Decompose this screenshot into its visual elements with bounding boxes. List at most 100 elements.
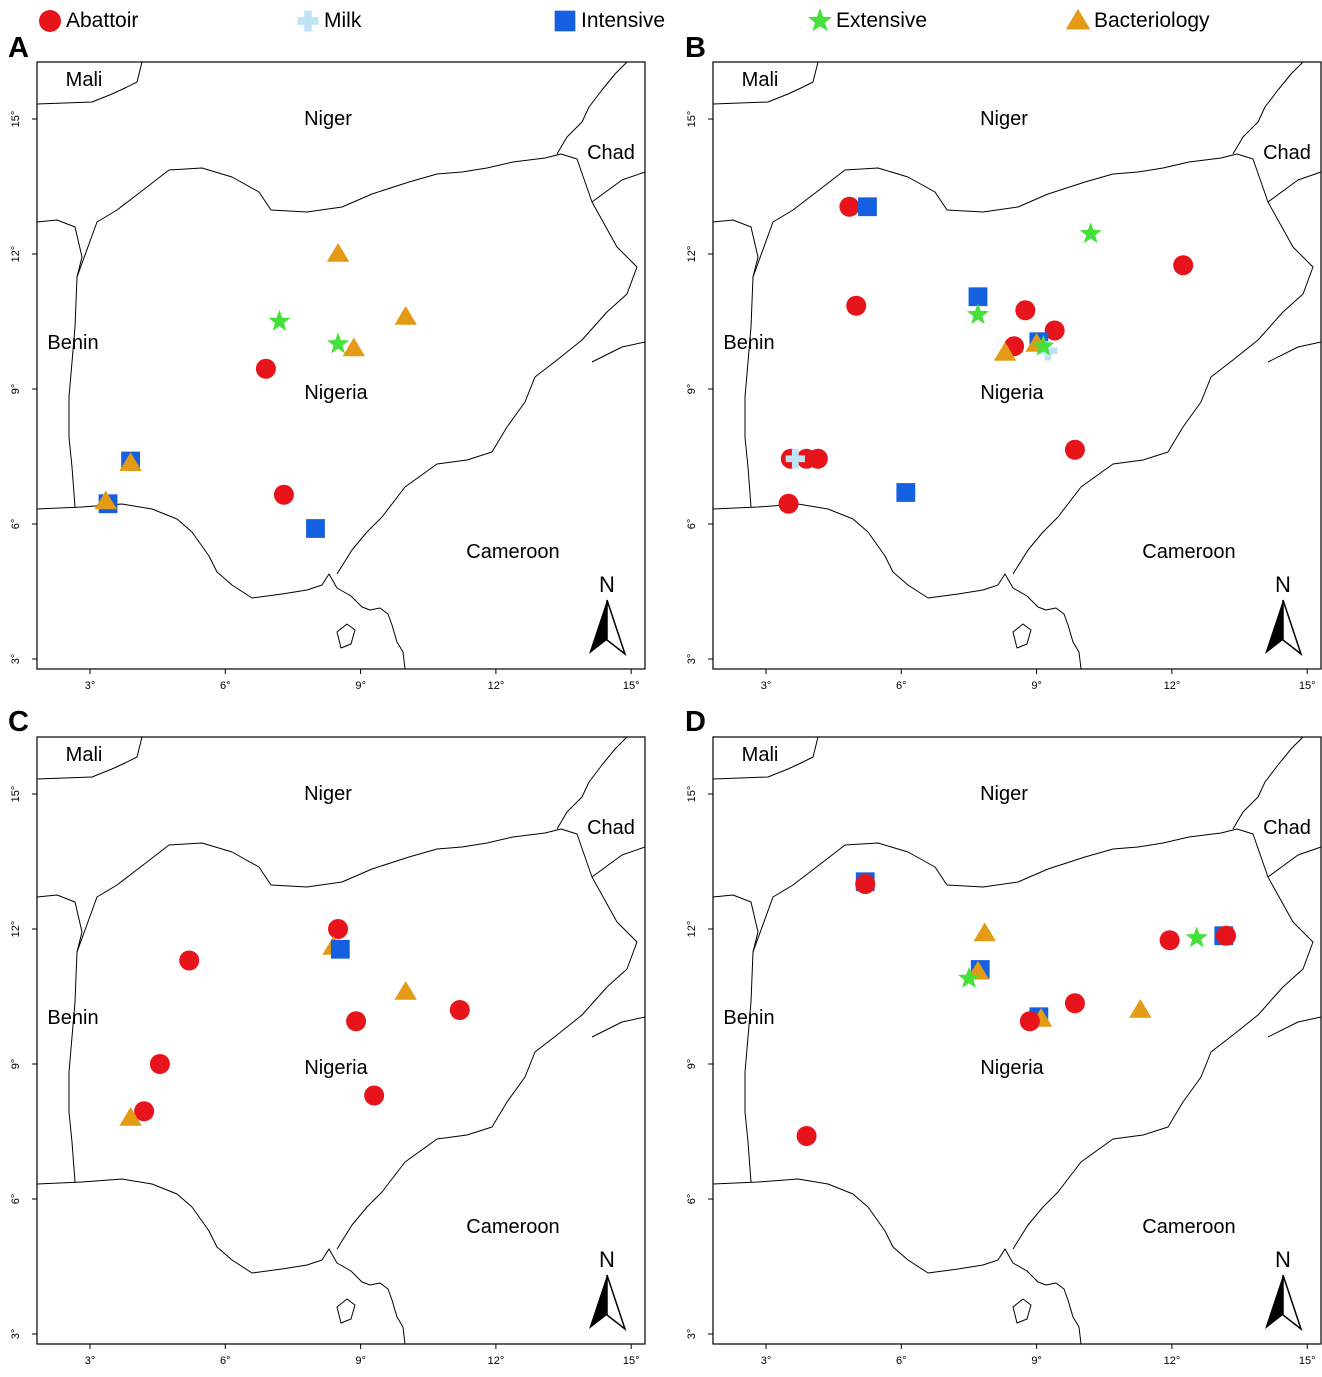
- sample-points: [94, 243, 417, 538]
- circle-marker: [1159, 930, 1180, 951]
- star-marker: [1185, 926, 1208, 948]
- map-panel-c: Mali Niger Chad Benin Nigeria Cameroon 3° 6° 9° 1…: [10, 736, 646, 1367]
- lon-tick-label: 12°: [1164, 680, 1181, 692]
- lon-tick-label: 3°: [85, 1355, 96, 1367]
- border-line: [556, 736, 628, 830]
- circle-marker: [1064, 439, 1085, 460]
- bacteriology-symbol-icon: [1066, 9, 1090, 30]
- country-label-mali: Mali: [66, 744, 103, 766]
- star-marker: [1032, 334, 1055, 356]
- lat-tick-label: 6°: [686, 1194, 698, 1205]
- country-label-nigeria: Nigeria: [980, 382, 1044, 404]
- lon-tick-label: 9°: [355, 680, 366, 692]
- border-line: [36, 61, 143, 105]
- sample-points: [778, 196, 1194, 514]
- lon-tick-label: 12°: [488, 1355, 505, 1367]
- legend-item-extensive: Extensive: [808, 4, 927, 38]
- legend-label: Extensive: [836, 9, 928, 32]
- north-label: N: [599, 1247, 615, 1272]
- border-line: [76, 153, 638, 575]
- triangle-marker: [973, 922, 996, 942]
- border-line: [744, 276, 754, 508]
- triangle-marker: [119, 1107, 142, 1126]
- lat-tick-label: 12°: [10, 246, 22, 263]
- border-line: [1012, 1298, 1032, 1324]
- border-line: [712, 219, 759, 278]
- lon-tick-label: 6°: [220, 680, 231, 692]
- circle-marker: [839, 196, 860, 217]
- country-label-niger: Niger: [304, 783, 352, 805]
- sample-points: [796, 872, 1237, 1146]
- border-line: [36, 736, 143, 780]
- country-label-benin: Benin: [723, 1007, 774, 1029]
- border-line: [591, 341, 646, 363]
- lon-tick-label: 15°: [623, 1355, 640, 1367]
- lon-tick-label: 9°: [1031, 680, 1042, 692]
- lat-tick-label: 15°: [686, 786, 698, 803]
- circle-marker: [778, 493, 799, 514]
- border-line: [712, 1178, 1082, 1345]
- panel-letter: B: [685, 32, 706, 64]
- country-borders: [712, 736, 1322, 1345]
- border-line: [1267, 1016, 1322, 1038]
- circle-marker: [846, 295, 867, 316]
- border-line: [1267, 846, 1322, 878]
- lon-tick-label: 3°: [761, 1355, 772, 1367]
- star-marker: [268, 309, 291, 331]
- border-line: [336, 1298, 356, 1324]
- lon-tick-label: 9°: [355, 1355, 366, 1367]
- border-line: [336, 623, 356, 649]
- star-marker: [966, 303, 989, 325]
- circle-marker: [855, 874, 876, 894]
- legend: Abattoir Milk Intensive Extensive Bacteriolo…: [0, 0, 1322, 42]
- lon-tick-label: 12°: [488, 680, 505, 692]
- lat-tick-label: 9°: [686, 1059, 698, 1070]
- legend-label: Milk: [324, 9, 362, 32]
- lat-tick-label: 6°: [10, 519, 22, 530]
- north-arrow-icon: N: [1265, 1247, 1303, 1332]
- triangle-marker: [1129, 999, 1152, 1018]
- lat-tick-label: 3°: [10, 654, 22, 665]
- lat-tick-label: 12°: [686, 921, 698, 938]
- map-panel-d: Mali Niger Chad Benin Nigeria Cameroon 3° 6° 9° 1…: [686, 736, 1322, 1367]
- border-line: [36, 894, 83, 953]
- circle-marker: [255, 358, 276, 379]
- circle-marker: [449, 1000, 470, 1020]
- square-marker: [330, 939, 350, 959]
- panel-letter: D: [685, 706, 706, 738]
- lon-tick-label: 6°: [220, 1355, 231, 1367]
- star-marker: [1079, 222, 1102, 244]
- country-borders: [36, 736, 646, 1345]
- country-borders: [712, 61, 1322, 670]
- legend-label: Intensive: [581, 9, 666, 32]
- triangle-marker: [342, 337, 366, 357]
- country-label-cameroon: Cameroon: [1142, 541, 1235, 563]
- map-frame: [712, 61, 1322, 670]
- country-label-mali: Mali: [742, 744, 779, 766]
- north-arrow-icon: N: [589, 1247, 627, 1332]
- border-line: [744, 951, 754, 1183]
- lon-tick-label: 15°: [1299, 1355, 1316, 1367]
- circle-marker: [1216, 925, 1237, 946]
- triangle-marker: [394, 306, 417, 325]
- circle-marker: [364, 1085, 385, 1106]
- lon-tick-label: 6°: [896, 1355, 907, 1367]
- lat-tick-label: 15°: [686, 111, 698, 128]
- border-line: [591, 1016, 646, 1038]
- country-label-chad: Chad: [587, 142, 635, 164]
- circle-marker: [796, 1126, 817, 1146]
- triangle-marker: [394, 981, 417, 1000]
- circle-marker: [1044, 320, 1065, 341]
- lat-tick-label: 15°: [10, 111, 22, 128]
- lon-tick-label: 15°: [1299, 680, 1316, 692]
- circle-marker: [1019, 1011, 1040, 1032]
- border-line: [591, 171, 646, 203]
- square-marker: [306, 519, 325, 538]
- panel-letter: A: [8, 32, 29, 64]
- map-frame: [36, 61, 646, 670]
- lat-tick-label: 15°: [10, 786, 22, 803]
- country-label-cameroon: Cameroon: [466, 541, 559, 563]
- country-label-niger: Niger: [304, 108, 352, 130]
- extensive-symbol-icon: [808, 9, 832, 32]
- triangle-marker: [94, 490, 117, 510]
